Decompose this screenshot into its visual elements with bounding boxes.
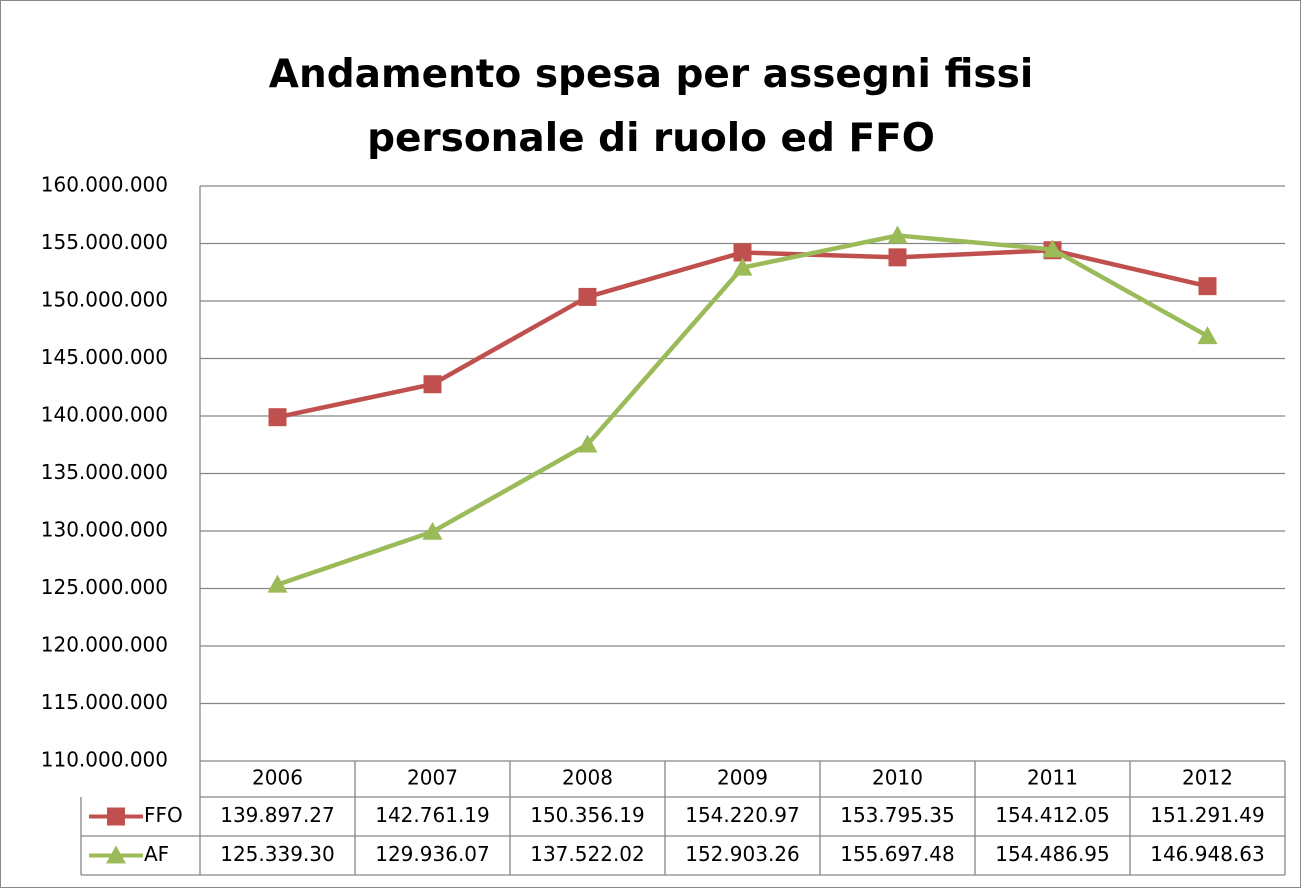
marker — [423, 375, 442, 394]
table-value: 153.795.35 — [840, 803, 955, 827]
y-tick-label: 155.000.000 — [41, 230, 168, 254]
table-value: 151.291.49 — [1150, 803, 1265, 827]
y-tick-label: 145.000.000 — [41, 345, 168, 369]
table-value: 137.522.02 — [530, 842, 645, 866]
marker — [732, 257, 753, 276]
y-tick-label: 140.000.000 — [41, 403, 168, 427]
y-tick-label: 115.000.000 — [41, 690, 168, 714]
x-tick-label: 2006 — [252, 766, 303, 790]
x-tick-label: 2008 — [562, 766, 613, 790]
table-value: 154.220.97 — [685, 803, 800, 827]
marker — [268, 408, 287, 427]
x-tick-label: 2007 — [407, 766, 458, 790]
y-tick-label: 150.000.000 — [41, 288, 168, 312]
x-tick-label: 2010 — [872, 766, 923, 790]
y-tick-label: 160.000.000 — [41, 173, 168, 197]
table-value: 142.761.19 — [375, 803, 490, 827]
table-value: 125.339.30 — [220, 842, 335, 866]
x-tick-label: 2011 — [1027, 766, 1078, 790]
marker — [1197, 326, 1218, 345]
legend-label: AF — [144, 842, 169, 866]
marker — [577, 434, 598, 453]
y-tick-label: 120.000.000 — [41, 633, 168, 657]
table-value: 150.356.19 — [530, 803, 645, 827]
y-tick-label: 130.000.000 — [41, 518, 168, 542]
marker — [1042, 239, 1063, 258]
y-tick-label: 135.000.000 — [41, 460, 168, 484]
marker — [733, 243, 752, 262]
table-value: 129.936.07 — [375, 842, 490, 866]
marker — [887, 225, 908, 244]
series-line — [276, 233, 1209, 587]
table-value: 146.948.63 — [1150, 842, 1265, 866]
marker — [267, 574, 288, 593]
y-tick-label: 125.000.000 — [41, 575, 168, 599]
x-tick-label: 2012 — [1182, 766, 1233, 790]
chart-title: Andamento spesa per assegni fissi person… — [268, 52, 1034, 161]
table-value: 155.697.48 — [840, 842, 955, 866]
table-value: 139.897.27 — [220, 803, 335, 827]
marker — [107, 807, 125, 826]
marker — [1198, 277, 1217, 296]
table-value: 152.903.26 — [685, 842, 800, 866]
marker — [578, 287, 597, 306]
x-tick-label: 2009 — [717, 766, 768, 790]
marker — [106, 845, 126, 864]
y-tick-label: 110.000.000 — [41, 748, 168, 772]
table-value: 154.486.95 — [995, 842, 1110, 866]
marker — [422, 521, 443, 540]
legend-label: FFO — [144, 803, 183, 827]
marker — [888, 248, 907, 267]
table-value: 154.412.05 — [995, 803, 1110, 827]
